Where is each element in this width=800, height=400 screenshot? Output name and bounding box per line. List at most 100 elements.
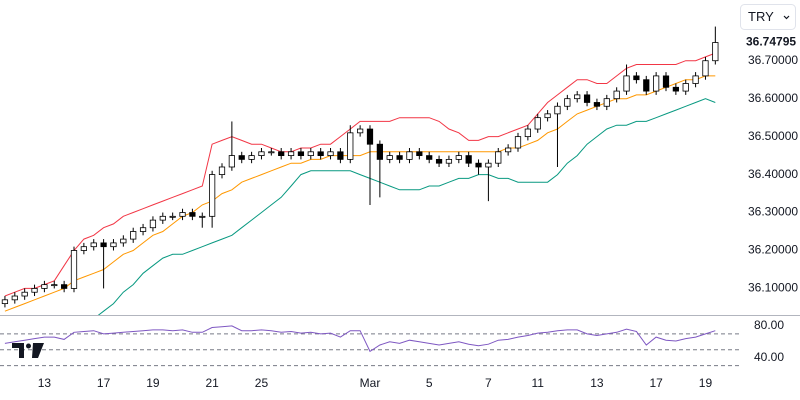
candle-body [475, 162, 482, 168]
candle-body [189, 212, 196, 217]
candle-body [455, 155, 462, 160]
candle-body [682, 83, 689, 92]
candle-body [209, 174, 216, 217]
candle-body [100, 242, 107, 248]
candle-body [70, 250, 78, 289]
x-tick-label: 17 [649, 376, 663, 390]
candle-body [495, 151, 502, 164]
x-tick-label: 13 [38, 376, 52, 390]
x-tick-label: 19 [699, 376, 713, 390]
band-line [4, 52, 716, 297]
candle-body [534, 117, 541, 130]
candle-body [366, 128, 374, 145]
candle-body [61, 284, 68, 289]
candle-body [406, 151, 413, 160]
candle-body [31, 288, 38, 293]
candle-body [268, 151, 275, 154]
logo [12, 343, 44, 358]
candle-body [435, 158, 443, 164]
x-tick-label: Mar [360, 376, 381, 390]
y-tick-label: 36.70000 [748, 53, 798, 67]
candle-body [337, 151, 344, 160]
candle-body [653, 75, 660, 92]
candle-body [238, 155, 245, 160]
candle-body [218, 166, 226, 175]
candle-body [643, 79, 650, 92]
candle-body [623, 75, 630, 92]
price-pane [1, 26, 719, 315]
candle-body [613, 90, 620, 100]
candle-body [416, 151, 423, 157]
rsi-pane [0, 325, 740, 367]
candle-body [524, 128, 531, 138]
candle-body [564, 98, 571, 107]
currency-select[interactable]: TRY [740, 4, 796, 30]
candle-body [347, 132, 354, 160]
logo-part [32, 343, 44, 358]
candle-body [11, 295, 18, 301]
candle-body [139, 227, 147, 232]
candle-body [287, 151, 295, 157]
candle-body [445, 158, 453, 164]
candle-body [544, 113, 551, 119]
candle-body [514, 136, 522, 149]
candle-body [258, 151, 265, 157]
candle-body [327, 151, 334, 157]
candle-body [21, 291, 28, 297]
x-tick-label: 13 [590, 376, 604, 390]
candle-body [51, 284, 58, 287]
select-box[interactable] [740, 4, 796, 30]
y-tick-label: 36.10000 [748, 281, 798, 295]
y-tick-label: 36.60000 [748, 91, 798, 105]
y-tick-label: 80.00 [754, 318, 784, 332]
candle-body [179, 212, 186, 217]
candle-body [90, 242, 97, 248]
candle-body [169, 215, 176, 218]
candle-body [702, 60, 709, 77]
y-tick-label: 40.00 [754, 350, 784, 364]
candle-body [149, 219, 157, 229]
candle-body [199, 215, 206, 218]
y-tick-label: 36.50000 [748, 129, 798, 143]
candle-body [41, 284, 48, 289]
y-tick-label: 36.40000 [748, 167, 798, 181]
band-line [97, 98, 716, 315]
candle-body [583, 94, 591, 103]
candle-body [376, 143, 383, 160]
axes: 36.10000 36.20000 36.30000 36.40000 36.50000… [38, 35, 799, 390]
candle-body [426, 155, 433, 160]
candle-body [692, 75, 699, 84]
candle-body [465, 155, 472, 164]
rsi-line [4, 325, 716, 353]
candle-body [278, 151, 285, 157]
candle-body [1, 299, 9, 305]
candle-body [120, 238, 127, 244]
candle-body [672, 86, 679, 92]
candle-body [297, 151, 305, 157]
x-tick-label: 21 [205, 376, 219, 390]
logo-part [26, 343, 31, 349]
candle-body [485, 162, 492, 168]
candle-body [317, 151, 324, 157]
x-tick-label: 7 [485, 376, 492, 390]
candle-body [80, 246, 87, 251]
candle-body [228, 155, 235, 168]
x-tick-label: 11 [531, 376, 544, 390]
x-tick-label: 17 [97, 376, 111, 390]
candle-body [307, 151, 314, 157]
candle-body [386, 155, 393, 160]
y-tick-label: 36.30000 [748, 205, 798, 219]
logo-part [12, 343, 24, 358]
candle-body [130, 231, 137, 240]
candle-body [110, 242, 117, 248]
candle-body [662, 75, 670, 88]
chevron[interactable] [783, 15, 790, 20]
candle-body [357, 128, 364, 134]
currency-label[interactable]: TRY [748, 9, 774, 24]
candle-body [554, 105, 561, 115]
y-tick-label: 36.20000 [748, 243, 798, 257]
candle-body [574, 94, 581, 100]
last-price-label: 36.74795 [746, 35, 796, 49]
x-tick-label: 25 [255, 376, 269, 390]
